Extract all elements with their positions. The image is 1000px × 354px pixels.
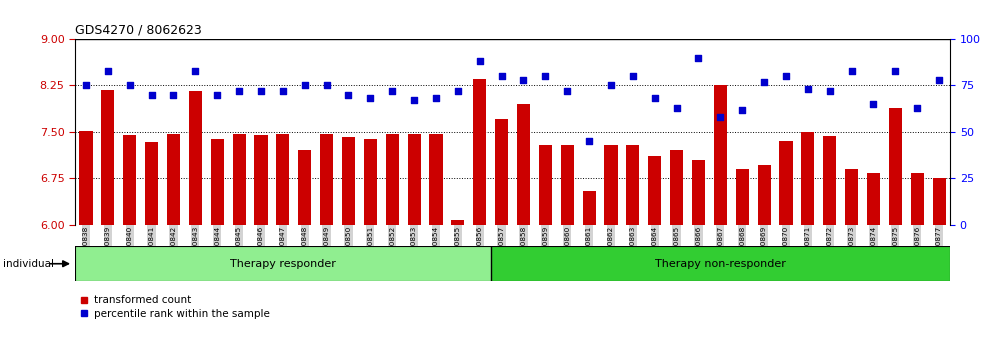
Bar [670,150,683,225]
Legend: transformed count, percentile rank within the sample: transformed count, percentile rank withi… [80,296,270,319]
Point [712,114,728,120]
Bar [736,169,749,225]
Text: Therapy non-responder: Therapy non-responder [655,259,786,269]
Point [340,92,356,97]
Point [78,82,94,88]
Point [384,88,400,94]
Point [472,58,488,64]
Bar [364,139,377,225]
Bar [626,145,639,225]
Bar [779,141,792,225]
Point [559,88,575,94]
FancyBboxPatch shape [75,246,491,281]
Point [822,88,838,94]
Point [800,86,816,92]
Point [931,77,947,82]
Point [537,73,553,79]
Point [581,138,597,144]
Text: Therapy responder: Therapy responder [230,259,336,269]
Point [494,73,510,79]
Point [669,105,685,110]
Bar [451,221,464,225]
Bar [648,156,661,225]
Point [450,88,466,94]
Bar [604,145,618,225]
Point [778,73,794,79]
FancyBboxPatch shape [491,246,950,281]
Bar [867,173,880,225]
Point [319,82,335,88]
Point [253,88,269,94]
Bar [123,135,136,225]
Bar [539,145,552,225]
Bar [145,142,158,225]
Point [165,92,181,97]
Point [690,55,706,60]
Bar [517,104,530,225]
Text: individual: individual [3,259,54,269]
Point [122,82,138,88]
Bar [845,169,858,225]
Bar [429,134,443,225]
Point [865,101,881,107]
Bar [801,132,814,225]
Point [647,96,663,101]
Bar [298,150,311,225]
Point [515,77,531,82]
Bar [495,119,508,225]
Point [428,96,444,101]
Bar [714,85,727,225]
Bar [933,178,946,225]
Bar [692,160,705,225]
Point [887,68,903,73]
Bar [408,134,421,225]
Point [275,88,291,94]
Bar [320,134,333,225]
Point [734,107,750,112]
Bar [232,134,246,225]
Bar [276,134,289,225]
Bar [254,135,268,225]
Bar [911,173,924,225]
Bar [79,131,92,225]
Bar [582,191,596,225]
Bar [889,108,902,225]
Bar [386,134,399,225]
Bar [167,134,180,225]
Bar [823,136,836,225]
Point [231,88,247,94]
Bar [758,165,771,225]
Bar [473,79,486,225]
Point [756,79,772,85]
Point [100,68,116,73]
Point [406,97,422,103]
Point [603,82,619,88]
Bar [189,91,202,225]
Point [144,92,160,97]
Point [297,82,313,88]
Bar [342,137,355,225]
Point [209,92,225,97]
Bar [561,145,574,225]
Bar [101,90,114,225]
Point [844,68,860,73]
Point [362,96,378,101]
Point [909,105,925,110]
Point [625,73,641,79]
Text: GDS4270 / 8062623: GDS4270 / 8062623 [75,23,202,36]
Point [187,68,203,73]
Bar [211,139,224,225]
